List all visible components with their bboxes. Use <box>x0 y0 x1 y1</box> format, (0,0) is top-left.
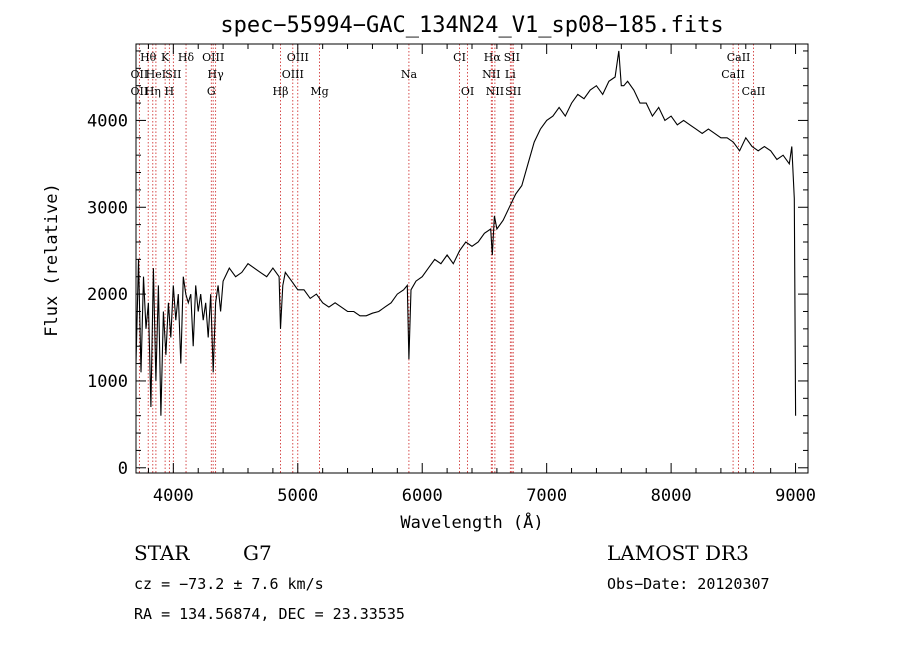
x-axis-label: Wavelength (Å) <box>400 511 543 533</box>
spectral-line-label: NII <box>482 68 500 81</box>
spectral-line-label: Hη <box>145 85 161 98</box>
spectral-line-label: CI <box>453 51 466 64</box>
x-tick-label: 7000 <box>526 486 567 506</box>
spectral-line-label: Hβ <box>273 85 289 98</box>
spectral-subclass: G7 <box>243 541 272 565</box>
spectrum-line <box>135 50 797 416</box>
x-tick-label: 4000 <box>153 486 194 506</box>
spectral-line-label: K <box>161 51 170 64</box>
radial-velocity: cz = −73.2 ± 7.6 km/s <box>134 575 324 593</box>
spectral-line-label: G <box>207 85 216 98</box>
y-tick-label: 0 <box>118 459 128 479</box>
x-tick-label: 8000 <box>651 486 692 506</box>
observation-date: Obs−Date: 20120307 <box>607 575 770 593</box>
spectral-line-label: OII <box>131 68 149 81</box>
y-tick-label: 2000 <box>87 285 128 305</box>
spectral-line-label: OIII <box>287 51 309 64</box>
y-axis-ticks: 0 1000 2000 3000 4000 <box>87 50 808 479</box>
spectral-line-label: H <box>165 85 175 98</box>
spectral-line-label: Na <box>401 68 418 81</box>
spectral-line-label: Mg <box>310 85 328 98</box>
spectral-line-label: SII <box>504 51 520 64</box>
spectral-line-label: CaII <box>721 68 745 81</box>
y-axis-label: Flux (relative) <box>42 183 62 337</box>
x-tick-label: 6000 <box>402 486 443 506</box>
x-tick-label: 9000 <box>775 486 816 506</box>
spectral-line-label: HeI <box>146 68 166 81</box>
object-type: STAR <box>134 541 190 565</box>
spectral-line-label: OI <box>461 85 474 98</box>
spectral-line-label: OIII <box>282 68 304 81</box>
chart-title: spec−55994−GAC_134N24_V1_sp08−185.fits <box>220 13 723 38</box>
spectral-line-label: SII <box>165 68 181 81</box>
y-tick-label: 3000 <box>87 198 128 218</box>
plot-frame <box>135 43 809 474</box>
survey-name: LAMOST DR3 <box>607 541 749 565</box>
x-axis-ticks: 4000 5000 6000 7000 8000 9000 <box>147 44 816 506</box>
spectral-line-label: CaII <box>742 85 766 98</box>
spectral-line-label: Hα <box>484 51 502 64</box>
spectral-line-label: CaII <box>727 51 751 64</box>
spectral-line-markers <box>138 44 754 473</box>
spectral-line-label: NII <box>486 85 504 98</box>
coordinates: RA = 134.56874, DEC = 23.33535 <box>134 605 405 623</box>
spectral-line-label: Hδ <box>178 51 195 64</box>
spectral-line-label: SII <box>505 85 521 98</box>
spectral-line-label: OIII <box>202 51 224 64</box>
y-tick-label: 1000 <box>87 372 128 392</box>
x-tick-label: 5000 <box>277 486 318 506</box>
spectral-line-label: Hγ <box>208 68 225 81</box>
y-tick-label: 4000 <box>87 111 128 131</box>
spectral-line-label: Hθ <box>140 51 157 64</box>
spectral-line-label: Li <box>505 68 516 81</box>
spectral-line-label: OII <box>131 85 149 98</box>
